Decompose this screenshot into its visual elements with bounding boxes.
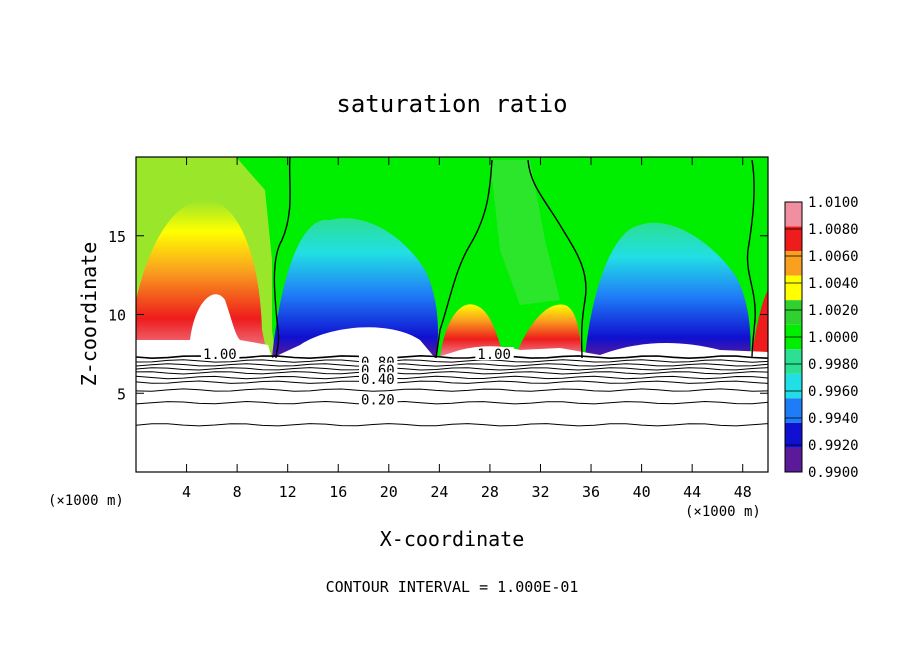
y-axis-ticks: 5 10 15	[108, 228, 768, 403]
contour-line	[136, 380, 768, 384]
colorbar-swatch	[785, 422, 802, 448]
colorbar-label: 0.9920	[808, 438, 859, 454]
field-warm-core-left	[136, 200, 268, 358]
field-area	[136, 157, 768, 472]
field-warm-region-mid-a	[440, 304, 505, 358]
contour-line	[136, 359, 768, 363]
x-tick-label: 28	[481, 483, 499, 501]
contour-line	[136, 363, 768, 367]
field-warm-region-right	[752, 290, 768, 358]
contour-line-1-00-c	[527, 159, 587, 359]
x-unit-label: (×1000 m)	[685, 504, 761, 520]
x-tick-label: 8	[233, 483, 242, 501]
colorbar-label: 0.9960	[808, 384, 859, 400]
contour-label: 0.20	[361, 393, 395, 409]
colorbar-label: 0.9940	[808, 411, 859, 427]
x-tick-label: 36	[582, 483, 600, 501]
x-tick-label: 20	[380, 483, 398, 501]
field-warm-region-mid-b	[515, 304, 582, 358]
colorbar-swatch	[785, 226, 802, 252]
colorbar-label: 1.0060	[808, 249, 859, 265]
x-tick-label: 32	[531, 483, 549, 501]
contour-label-bg	[475, 347, 514, 361]
x-axis-label: X-coordinate	[380, 527, 525, 551]
contour-interval-note: CONTOUR INTERVAL = 1.000E-01	[326, 578, 579, 596]
contour-line	[136, 371, 768, 375]
x-tick-label: 48	[734, 483, 752, 501]
contour-line-1-00-d	[746, 159, 756, 359]
z-unit-label: (×1000 m)	[48, 493, 124, 509]
contour-labels: 1.001.000.800.600.400.20	[200, 347, 514, 409]
field-light-green-band	[490, 160, 560, 305]
y-tick-label: 5	[117, 385, 126, 403]
x-tick-label: 4	[182, 483, 191, 501]
colorbar-swatch	[785, 349, 802, 374]
contour-line	[136, 367, 768, 371]
colorbar-label: 1.0100	[808, 195, 859, 211]
x-tick-label: 44	[683, 483, 701, 501]
colorbar-label: 0.9900	[808, 465, 859, 481]
contour-label: 1.00	[477, 347, 511, 363]
contour-line	[136, 423, 768, 427]
contour-label-bg	[358, 392, 398, 406]
chart-title: saturation ratio	[336, 90, 567, 118]
y-tick-label: 15	[108, 228, 126, 246]
y-tick-label: 10	[108, 307, 126, 325]
colorbar-swatch	[785, 373, 802, 399]
contour-label-bg	[200, 347, 240, 361]
contour-lines-lower	[136, 354, 768, 427]
x-tick-label: 16	[329, 483, 347, 501]
contour-line-1-00-b	[435, 159, 493, 359]
colorbar-label: 1.0040	[808, 276, 859, 292]
colorbar-swatch	[785, 275, 802, 301]
contour-line	[136, 375, 768, 380]
contour-label: 1.00	[203, 347, 237, 363]
colorbar-label: 0.9980	[808, 357, 859, 373]
x-tick-label: 40	[633, 483, 651, 501]
field-blue-region-2	[585, 222, 751, 358]
contour-label-bg	[358, 372, 398, 386]
colorbar-swatch	[785, 300, 802, 325]
x-tick-label: 12	[279, 483, 297, 501]
y-axis-label: Z-coordinate	[77, 242, 101, 387]
colorbar: 1.0100 1.0080 1.0060 1.0040 1.0020 1.0000 0.99…	[784, 195, 859, 481]
contour-label: 0.40	[361, 372, 395, 388]
colorbar-swatch	[785, 447, 802, 472]
colorbar-swatch	[785, 202, 802, 227]
x-tick-label: 24	[430, 483, 448, 501]
field-blue-region-1	[272, 218, 438, 358]
contour-line-1-00-a	[273, 157, 291, 359]
contour-line	[136, 354, 768, 360]
contour-line	[136, 388, 768, 392]
colorbar-label: 1.0020	[808, 303, 859, 319]
colorbar-swatch	[785, 398, 802, 423]
colorbar-label: 1.0000	[808, 330, 859, 346]
colorbar-swatch	[785, 251, 802, 276]
contour-line	[136, 400, 768, 405]
x-axis-ticks: 4 8 12 16 20 24 28 32 36 40 44 48	[182, 157, 752, 501]
colorbar-label: 1.0080	[808, 222, 859, 238]
